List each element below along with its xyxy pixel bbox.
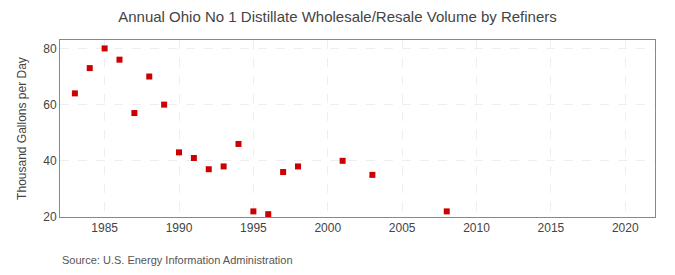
svg-text:Thousand Gallons per Day: Thousand Gallons per Day: [15, 57, 29, 200]
svg-text:40: 40: [43, 154, 57, 168]
svg-text:2015: 2015: [538, 221, 565, 235]
svg-text:Source: U.S. Energy Informatio: Source: U.S. Energy Information Administ…: [62, 254, 293, 266]
svg-text:2000: 2000: [314, 221, 341, 235]
svg-text:80: 80: [43, 42, 57, 56]
svg-text:20: 20: [43, 210, 57, 224]
svg-text:1985: 1985: [91, 221, 118, 235]
svg-text:1990: 1990: [166, 221, 193, 235]
svg-text:2020: 2020: [612, 221, 639, 235]
svg-text:2010: 2010: [463, 221, 490, 235]
svg-text:1995: 1995: [240, 221, 267, 235]
svg-text:Annual Ohio No 1 Distillate Wh: Annual Ohio No 1 Distillate Wholesale/Re…: [118, 8, 557, 25]
svg-text:60: 60: [43, 98, 57, 112]
svg-text:2005: 2005: [389, 221, 416, 235]
